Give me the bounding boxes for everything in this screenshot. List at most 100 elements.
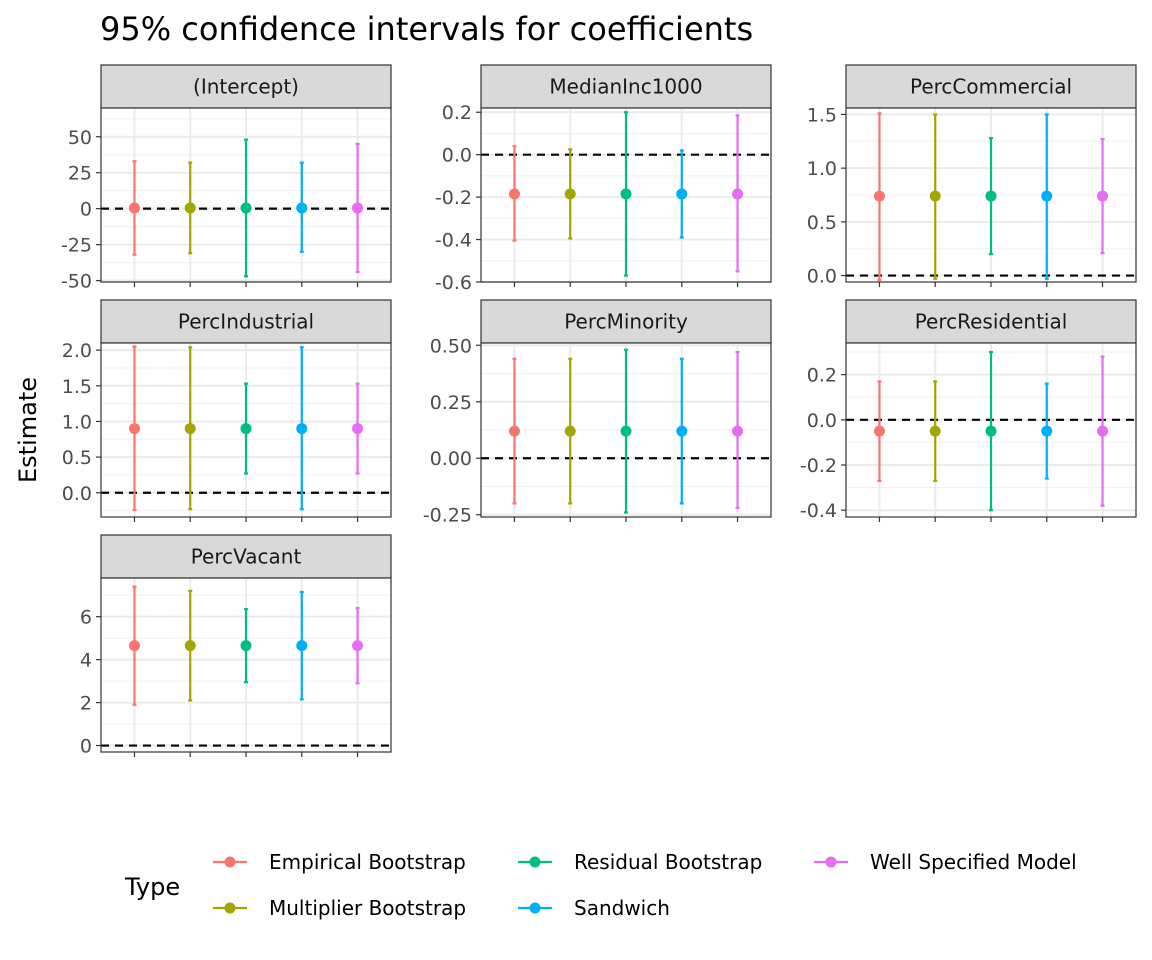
- estimate-point: [184, 640, 196, 652]
- y-tick-label: 1.5: [807, 104, 837, 126]
- facet-panel: PercMinority -0.25 0.00 0.25 0.50: [423, 299, 772, 527]
- y-tick-label: -0.2: [800, 455, 837, 477]
- y-tick-label: -0.25: [423, 505, 472, 527]
- estimate-point: [1041, 425, 1053, 437]
- legend-title: Type: [124, 873, 180, 901]
- y-tick-label: 0: [80, 199, 92, 221]
- facet-strip: [100, 64, 392, 109]
- estimate-point: [985, 425, 997, 437]
- estimate-point: [1097, 190, 1109, 202]
- estimate-point: [296, 202, 308, 214]
- facet-panel: PercResidential -0.4 -0.2 0.0 0.2: [800, 299, 1137, 522]
- legend-key-point: [529, 856, 541, 868]
- legend: Type Empirical Bootstrap Multiplier Boots…: [124, 850, 1077, 920]
- y-tick-label: 0.2: [442, 102, 472, 124]
- y-tick-label: 1.5: [62, 376, 92, 398]
- estimate-point: [929, 190, 941, 202]
- estimate-point: [508, 425, 520, 437]
- facet-strip-label: PercResidential: [915, 310, 1068, 334]
- estimate-point: [1097, 425, 1109, 437]
- facet-strip: [480, 299, 772, 344]
- facet-strip-label: PercMinority: [564, 310, 688, 334]
- legend-label: Multiplier Bootstrap: [269, 896, 466, 920]
- y-tick-label: 0.0: [442, 145, 472, 167]
- estimate-point: [1041, 190, 1053, 202]
- legend-item: Residual Bootstrap: [518, 850, 762, 874]
- facets: (Intercept) -50 -25 0 25 50 MedianInc1000 -0.6 -…: [61, 64, 1137, 758]
- estimate-point: [240, 640, 252, 652]
- y-tick-label: 0.0: [62, 483, 92, 505]
- facet-strip: [100, 299, 392, 344]
- legend-label: Empirical Bootstrap: [269, 850, 466, 874]
- y-tick-label: -0.6: [435, 272, 472, 294]
- y-tick-label: 0: [80, 736, 92, 758]
- estimate-point: [184, 423, 196, 435]
- estimate-point: [352, 202, 364, 214]
- facet-panel: PercCommercial 0.0 0.5 1.0 1.5: [807, 64, 1137, 288]
- y-tick-label: 0.0: [807, 266, 837, 288]
- estimate-point: [128, 202, 140, 214]
- facet-strip-label: MedianInc1000: [549, 75, 702, 99]
- y-tick-label: 25: [68, 163, 92, 185]
- estimate-point: [620, 188, 632, 200]
- estimate-point: [620, 425, 632, 437]
- y-tick-label: 4: [80, 650, 92, 672]
- estimate-point: [240, 423, 252, 435]
- facet-panel: PercIndustrial 0.0 0.5 1.0 1.5 2.0: [62, 299, 392, 522]
- estimate-point: [296, 640, 308, 652]
- facet-strip-label: (Intercept): [193, 75, 299, 99]
- facet-panel: MedianInc1000 -0.6 -0.4 -0.2 0.0 0.2: [435, 64, 772, 294]
- estimate-point: [564, 425, 576, 437]
- estimate-point: [240, 202, 252, 214]
- estimate-point: [985, 190, 997, 202]
- estimate-point: [508, 188, 520, 200]
- legend-label: Well Specified Model: [870, 850, 1077, 874]
- y-tick-label: -50: [61, 271, 92, 293]
- estimate-point: [732, 425, 744, 437]
- estimate-point: [873, 190, 885, 202]
- y-tick-label: 6: [80, 607, 92, 629]
- y-tick-label: 50: [68, 127, 92, 149]
- estimate-point: [564, 188, 576, 200]
- estimate-point: [128, 640, 140, 652]
- estimate-point: [128, 423, 140, 435]
- legend-item: Sandwich: [518, 896, 670, 920]
- y-tick-label: 0.5: [62, 447, 92, 469]
- facet-strip: [845, 299, 1137, 344]
- legend-item: Well Specified Model: [814, 850, 1077, 874]
- y-tick-label: -0.2: [435, 187, 472, 209]
- legend-item: Multiplier Bootstrap: [213, 896, 466, 920]
- facet-strip: [100, 534, 392, 579]
- estimate-point: [873, 425, 885, 437]
- legend-key-point: [529, 902, 541, 914]
- legend-key-point: [224, 856, 236, 868]
- y-tick-label: 1.0: [807, 158, 837, 180]
- legend-label: Residual Bootstrap: [574, 850, 762, 874]
- estimate-point: [732, 188, 744, 200]
- facet-strip-label: PercCommercial: [910, 75, 1072, 99]
- facet-panel: PercVacant 0 2 4 6: [80, 534, 392, 758]
- legend-key-point: [224, 902, 236, 914]
- y-tick-label: -0.4: [800, 500, 837, 522]
- y-tick-label: -0.4: [435, 230, 472, 252]
- estimate-point: [296, 423, 308, 435]
- facet-strip: [845, 64, 1137, 109]
- facet-panel: (Intercept) -50 -25 0 25 50: [61, 64, 392, 293]
- legend-label: Sandwich: [574, 896, 670, 920]
- y-tick-label: -25: [61, 235, 92, 257]
- y-tick-label: 0.2: [807, 365, 837, 387]
- y-tick-label: 1.0: [62, 411, 92, 433]
- facet-strip-label: PercIndustrial: [178, 310, 314, 334]
- estimate-point: [676, 188, 688, 200]
- y-tick-label: 0.50: [430, 335, 472, 357]
- estimate-point: [676, 425, 688, 437]
- estimate-point: [352, 640, 364, 652]
- y-axis-title: Estimate: [14, 377, 42, 483]
- chart-title: 95% confidence intervals for coefficient…: [100, 10, 753, 48]
- facet-strip: [480, 64, 772, 109]
- y-tick-label: 0.25: [430, 392, 472, 414]
- y-tick-label: 2.0: [62, 340, 92, 362]
- y-tick-label: 0.00: [430, 448, 472, 470]
- estimate-point: [352, 423, 364, 435]
